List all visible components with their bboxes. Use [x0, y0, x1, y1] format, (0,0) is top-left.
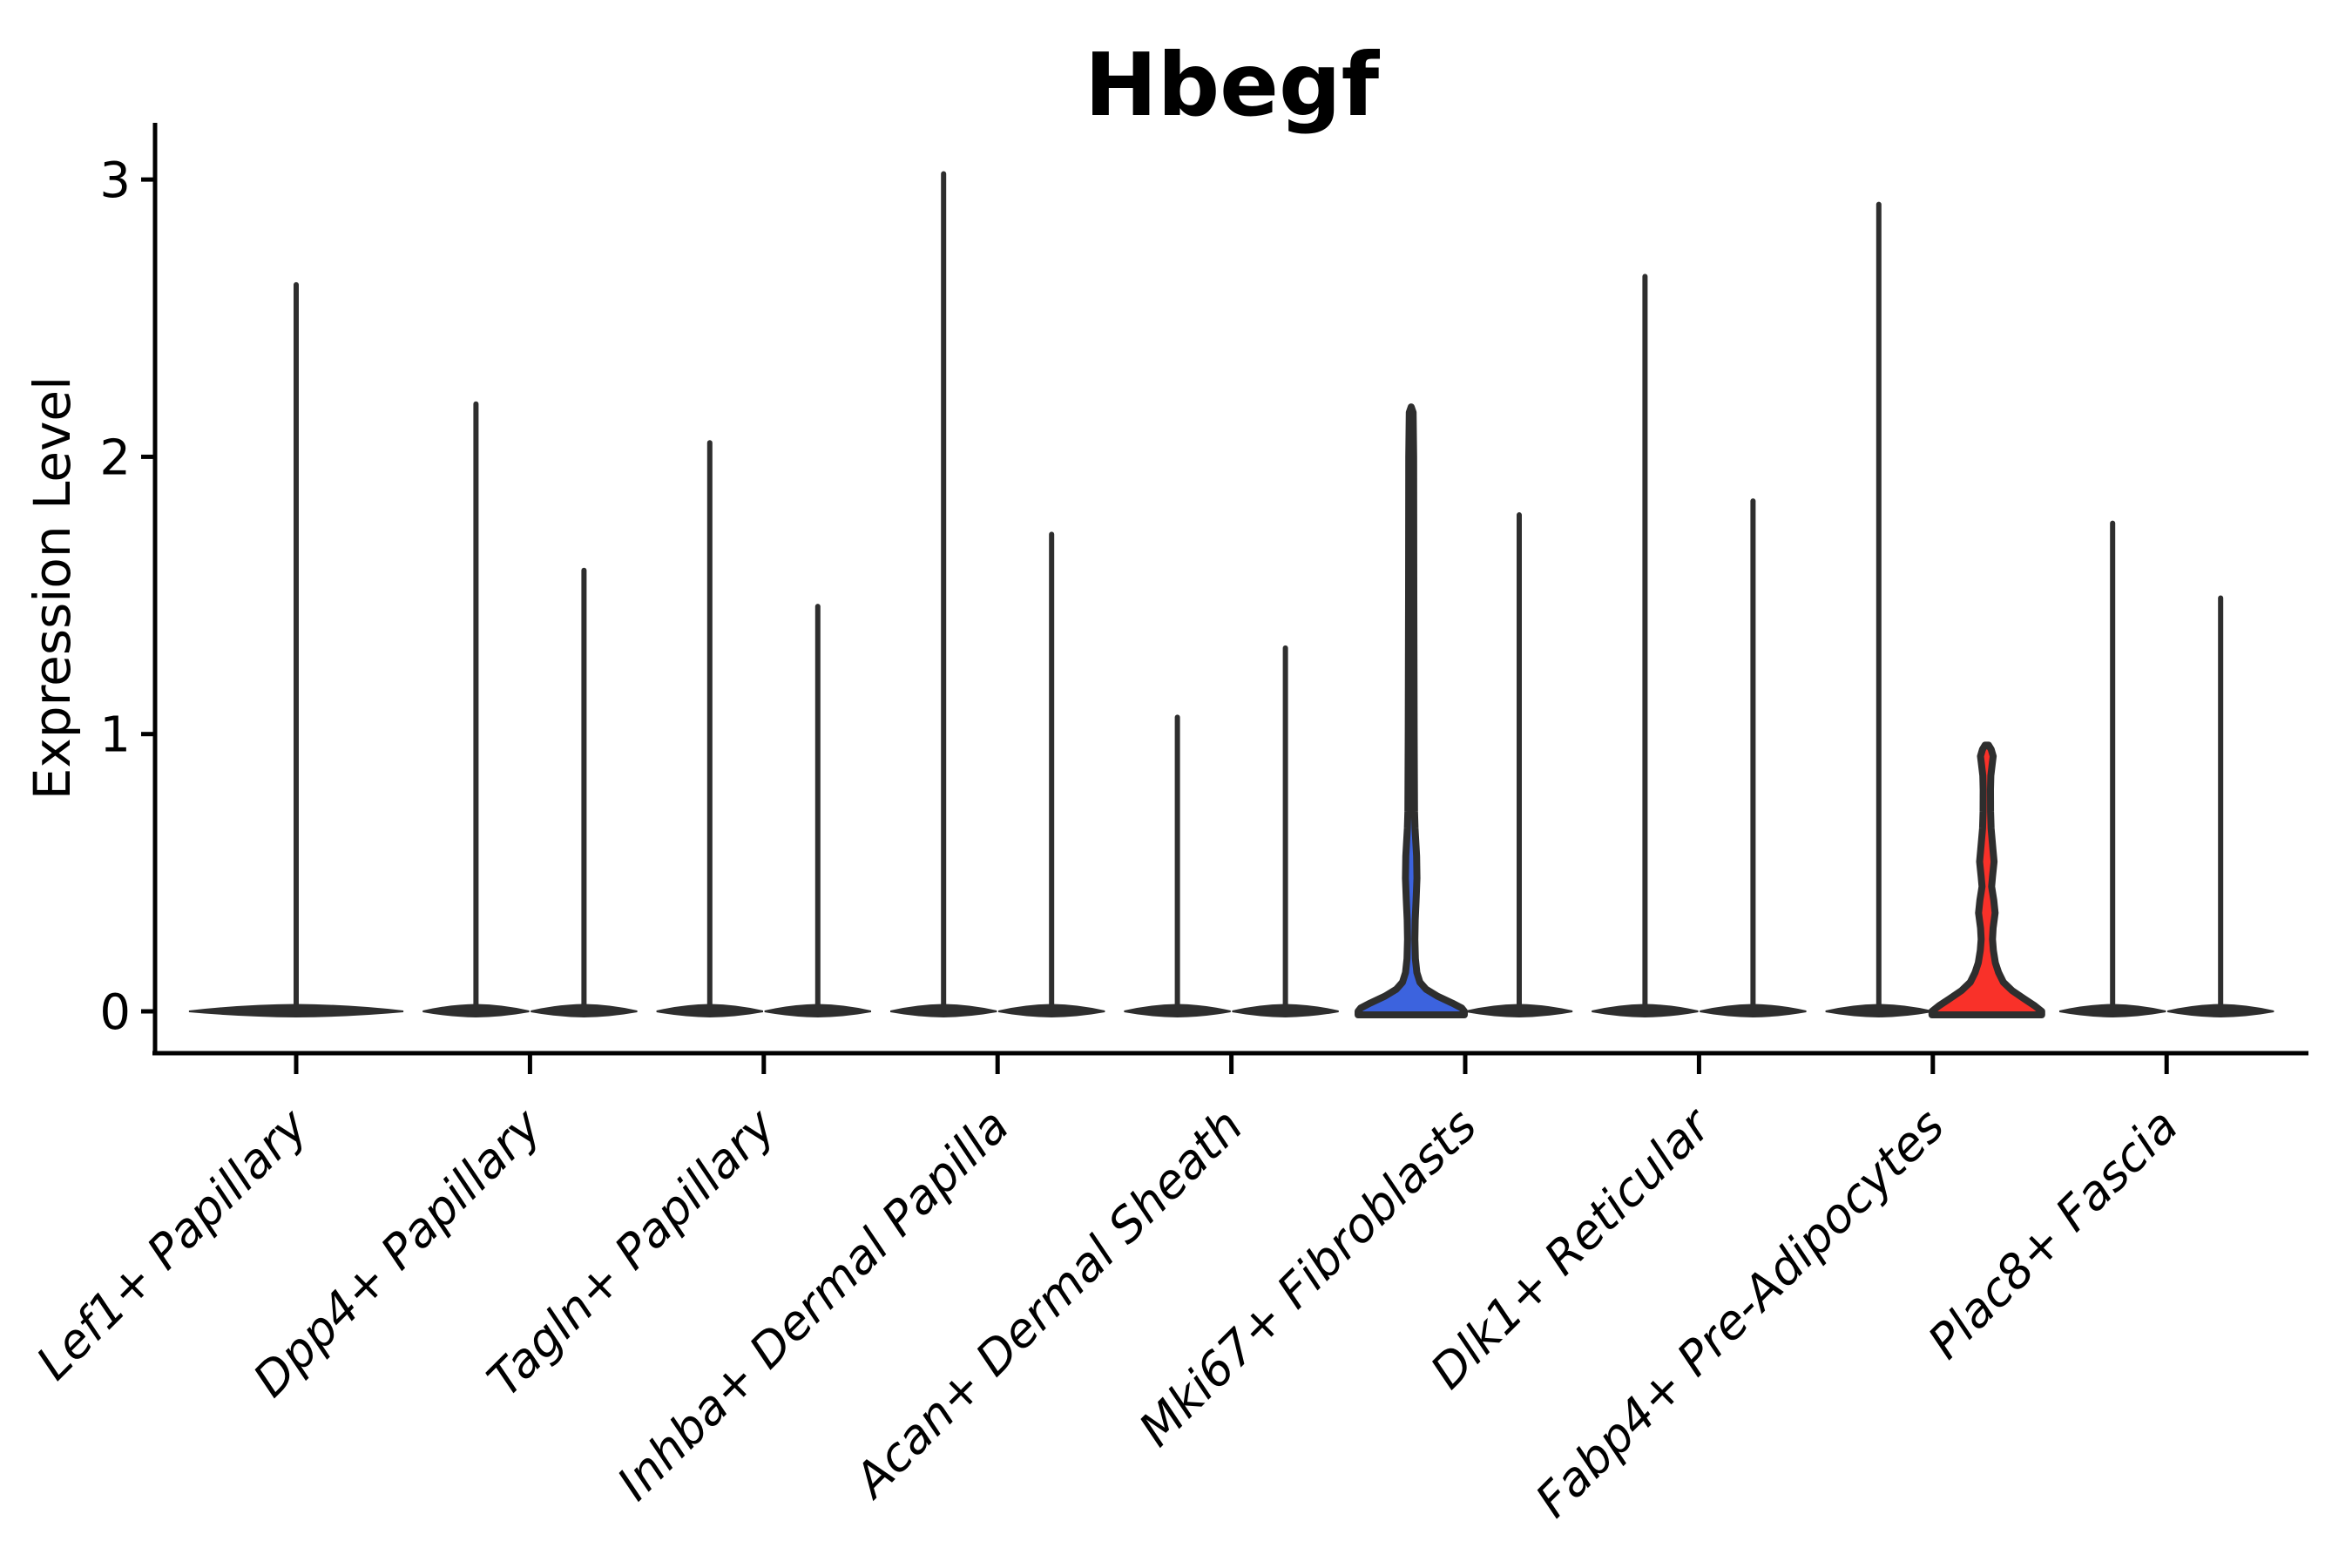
violin — [1124, 714, 1231, 1018]
violin — [1700, 498, 1807, 1018]
violin-filled-red — [1928, 741, 2045, 1018]
x-tick-label: Fabp4+ Pre-Adipocytes — [1525, 1098, 1955, 1528]
violin — [2166, 595, 2274, 1018]
violin — [656, 440, 764, 1018]
violin-filled-blue — [1355, 403, 1468, 1018]
violin — [997, 531, 1105, 1018]
axes-layer: 0 1 2 3 — [99, 123, 2308, 1074]
violin — [1232, 645, 1339, 1018]
y-tick-label: 2 — [99, 429, 131, 486]
y-tick-label: 3 — [99, 152, 131, 209]
violin — [531, 567, 638, 1018]
x-tick-label: Acan+ Dermal Sheath — [842, 1098, 1254, 1510]
y-tick-label: 0 — [99, 984, 131, 1041]
x-tick-label: Inhba+ Dermal Papilla — [607, 1098, 1020, 1511]
x-tick-label: Plac8+ Fascia — [1917, 1098, 2188, 1369]
violin — [1592, 274, 1699, 1018]
violin — [188, 281, 404, 1018]
y-axis-label: Expression Level — [23, 376, 82, 800]
violin — [1465, 512, 1573, 1018]
violin — [889, 171, 997, 1018]
chart-title: Hbegf — [1085, 34, 1381, 136]
violin-layer — [188, 171, 2274, 1018]
y-tick-label: 1 — [99, 707, 131, 764]
violin — [422, 401, 530, 1018]
violin — [2058, 520, 2166, 1018]
violin — [1825, 201, 1933, 1018]
violin — [764, 604, 872, 1018]
